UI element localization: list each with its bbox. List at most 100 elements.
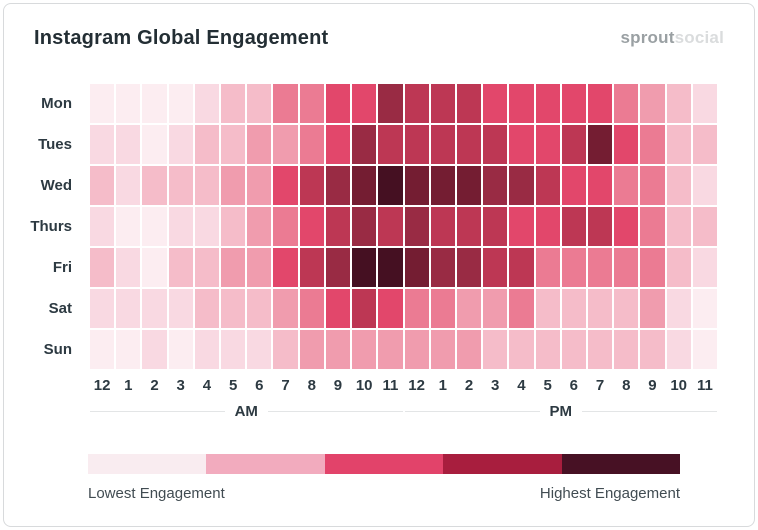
heatmap-cell [142, 248, 167, 287]
heatmap-cell [90, 248, 115, 287]
heatmap-cell [116, 289, 141, 328]
hour-tick-label: 9 [648, 377, 657, 394]
heatmap-cell [404, 84, 429, 123]
heatmap-cell [561, 166, 586, 205]
heatmap-cell [404, 207, 429, 246]
heatmap-cell [535, 84, 560, 123]
pm-period-group: PM [404, 401, 717, 421]
heatmap-cell [194, 330, 220, 369]
heatmap-cell [430, 166, 455, 205]
day-label-fri: Fri [52, 259, 72, 276]
heatmap-cell [692, 248, 717, 287]
heatmap-cell [404, 166, 429, 205]
heatmap-cell [666, 125, 691, 164]
heatmap-cell [430, 125, 455, 164]
day-label-tues: Tues [38, 136, 72, 153]
legend-color-segment [443, 454, 562, 474]
heatmap-cell [614, 330, 639, 369]
hour-tick-label: 10 [670, 377, 688, 394]
heatmap-cell [352, 207, 377, 246]
heatmap-cell [614, 248, 639, 287]
axis-corner-spacer [4, 377, 88, 394]
heatmap-cell [456, 289, 482, 328]
heatmap-cell [430, 289, 455, 328]
legend-lowest-label: Lowest Engagement [88, 485, 225, 502]
legend-color-segment [88, 454, 207, 474]
hour-tick-label: 6 [569, 377, 579, 394]
heatmap-cell [299, 125, 324, 164]
heatmap-cell [378, 289, 403, 328]
hour-tick-label: 9 [333, 377, 343, 394]
heatmap-cell [456, 166, 482, 205]
heatmap-cell [509, 207, 534, 246]
heatmap-cell [430, 248, 455, 287]
day-label-sat: Sat [48, 300, 72, 317]
heatmap-cell [614, 166, 639, 205]
heatmap-cell [483, 207, 508, 246]
hour-tick-label: 11 [382, 377, 399, 394]
legend: Lowest Engagement Highest Engagement [88, 454, 681, 502]
heatmap-cell [116, 84, 141, 123]
logo-text-sprout: sprout [620, 28, 675, 47]
heatmap-cell [168, 248, 193, 287]
heatmap-cell [168, 289, 193, 328]
heatmap-cell [587, 166, 613, 205]
hour-tick-label: 2 [464, 377, 474, 394]
axis-corner-spacer [4, 401, 88, 421]
heatmap-cell [325, 289, 351, 328]
heatmap-cell [273, 84, 298, 123]
heatmap-cell [325, 84, 351, 123]
heatmap-cell [561, 84, 586, 123]
heatmap-cell [116, 125, 141, 164]
day-label-mon: Mon [41, 95, 72, 112]
heatmap-cell [483, 330, 508, 369]
hour-tick-label: 8 [622, 377, 631, 394]
hour-tick-label: 10 [355, 377, 373, 394]
heatmap-cell [168, 166, 193, 205]
heatmap-cell [640, 84, 665, 123]
heatmap-cell [535, 248, 560, 287]
heatmap-cell [90, 207, 115, 246]
hour-tick-label: 7 [281, 377, 290, 394]
heatmap-cell [587, 84, 613, 123]
heatmap-cell [90, 166, 115, 205]
heatmap-cell [299, 330, 324, 369]
heatmap-cell [221, 84, 246, 123]
heatmap-cell [535, 330, 560, 369]
heatmap-cell [221, 125, 246, 164]
heatmap-cell [666, 207, 691, 246]
heatmap-cell [247, 166, 272, 205]
am-period-group: AM [90, 401, 403, 421]
heatmap-cell [535, 207, 560, 246]
hour-tick-label: 8 [307, 377, 316, 394]
heatmap-chart: Mon Tues Wed Thurs Fri Sat Sun 12 1 2 3 4 5 6 7 8 9 10 11… [4, 84, 754, 502]
legend-highest-label: Highest Engagement [539, 485, 680, 502]
heatmap-cell [587, 207, 613, 246]
heatmap-cell [587, 125, 613, 164]
heatmap-cell [116, 248, 141, 287]
heatmap-cell [640, 248, 665, 287]
heatmap-cell [352, 166, 377, 205]
heatmap-cell [456, 207, 482, 246]
heatmap-cell [90, 84, 115, 123]
heatmap-cell [299, 84, 324, 123]
heatmap-cell [483, 166, 508, 205]
am-label: AM [234, 402, 258, 420]
heatmap-cell [614, 84, 639, 123]
heatmap-cell [666, 84, 691, 123]
logo-text-social: social [674, 28, 724, 47]
heatmap-cell [378, 248, 403, 287]
heatmap-cell [247, 207, 272, 246]
heatmap-cell [509, 289, 534, 328]
heatmap-cell [142, 84, 167, 123]
heatmap-cell [430, 84, 455, 123]
heatmap-cell [640, 207, 665, 246]
heatmap-cell [587, 330, 613, 369]
am-divider-line-right [267, 410, 403, 412]
chart-header: Instagram Global Engagement sproutsocial [4, 4, 754, 50]
heatmap-cell [352, 289, 377, 328]
heatmap-cell [273, 207, 298, 246]
hour-axis: 12 1 2 3 4 5 6 7 8 9 10 11 12 1 2 3 4 5 6 7 8 9 10 11 [4, 377, 717, 394]
heatmap-cell [299, 207, 324, 246]
heatmap-cell [142, 289, 167, 328]
